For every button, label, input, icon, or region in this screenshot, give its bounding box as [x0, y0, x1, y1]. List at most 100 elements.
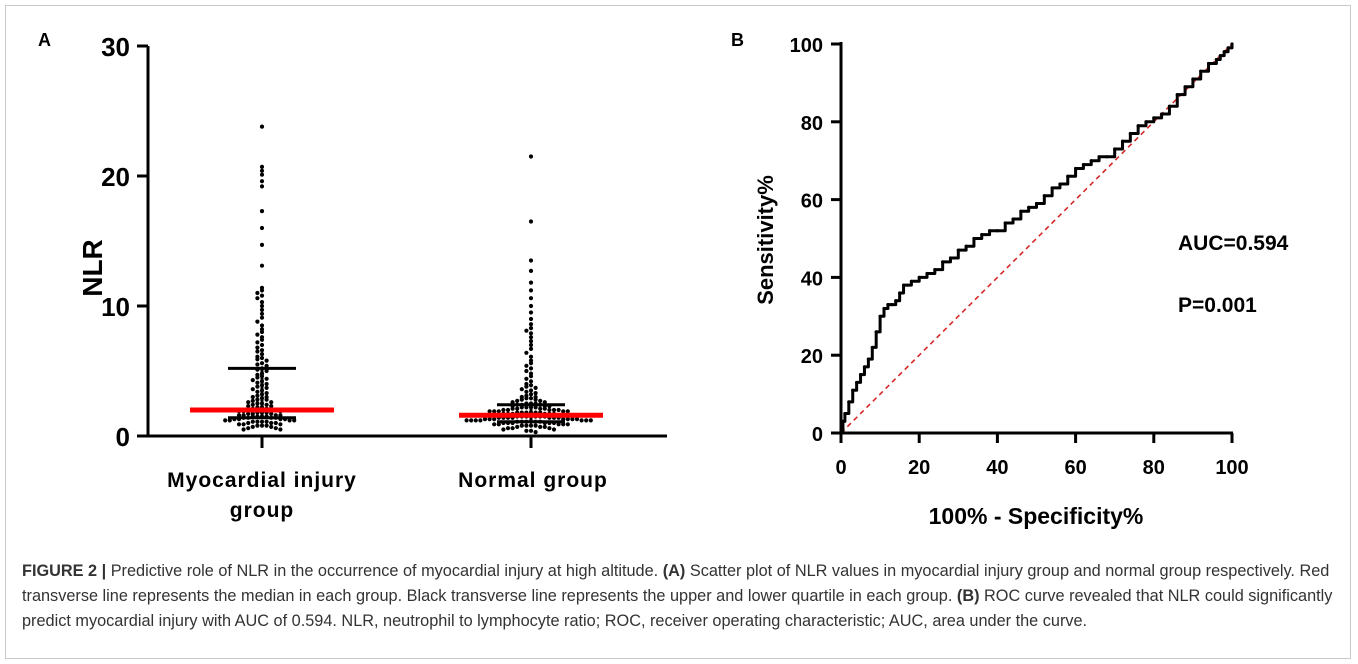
data-point: [528, 392, 534, 397]
data-point: [259, 300, 265, 305]
data-point: [250, 424, 255, 429]
panel-b-y-ticks: 0 20 40 60 80 100: [790, 35, 841, 446]
data-point: [533, 430, 538, 435]
data-point: [528, 366, 534, 371]
roc-point: [878, 314, 882, 318]
data-point: [524, 368, 529, 374]
roc-point: [909, 279, 913, 283]
y-tick-label: 10: [101, 292, 130, 322]
data-point: [528, 258, 534, 263]
data-point: [255, 296, 260, 301]
data-point: [496, 422, 501, 427]
roc-point: [870, 345, 874, 350]
data-point: [259, 179, 265, 184]
data-point: [259, 184, 265, 189]
data-point: [259, 355, 265, 361]
roc-point: [1105, 155, 1109, 159]
data-point: [505, 426, 511, 431]
data-point: [584, 418, 589, 423]
data-point: [528, 316, 534, 322]
roc-point: [987, 229, 992, 233]
data-point: [524, 328, 529, 333]
roc-point: [905, 283, 910, 287]
caption-a-marker: (A): [662, 562, 686, 580]
data-point: [519, 387, 524, 392]
y-tick-label: 20: [801, 346, 823, 368]
roc-point: [1214, 57, 1218, 62]
y-tick-label: 80: [801, 113, 823, 135]
x-tick-label: 0: [835, 457, 846, 479]
roc-point: [839, 431, 843, 435]
roc-point: [1050, 186, 1054, 190]
caption-b-text: ROC curve revealed that NLR could signif…: [22, 587, 1333, 630]
data-point: [528, 342, 534, 348]
panel-a-y-axis-label: NLR: [77, 239, 108, 297]
roc-point: [1152, 116, 1156, 120]
data-point: [259, 329, 265, 335]
panel-b: B Sensitivity% 100% - Specificity% 0 20 40…: [731, 30, 1289, 529]
data-point: [519, 423, 524, 428]
data-point: [528, 326, 534, 331]
data-point: [292, 418, 297, 423]
data-point: [264, 397, 269, 402]
roc-point: [1042, 194, 1046, 198]
data-point: [533, 391, 538, 396]
roc-point: [901, 283, 906, 287]
data-point: [519, 405, 524, 410]
figure-caption: FIGURE 2 | Predictive role of NLR in the…: [22, 559, 1338, 634]
data-point: [556, 422, 561, 427]
data-point: [236, 422, 242, 427]
roc-point: [933, 268, 937, 272]
y-tick-label: 40: [801, 268, 823, 290]
data-point: [528, 339, 534, 344]
data-point: [524, 405, 529, 410]
roc-point: [1113, 147, 1117, 151]
y-tick-label: 0: [812, 424, 823, 446]
data-point: [250, 398, 255, 403]
data-point: [250, 387, 255, 392]
data-point: [223, 418, 228, 423]
data-point: [482, 417, 488, 422]
data-point: [501, 407, 506, 413]
data-point: [528, 303, 534, 309]
data-point: [278, 413, 283, 418]
panel-b-x-axis-label: 100% - Specificity%: [929, 503, 1144, 529]
roc-point: [1074, 166, 1078, 171]
data-point: [561, 417, 566, 422]
data-point: [519, 397, 524, 402]
roc-point: [925, 271, 929, 276]
roc-point: [1058, 182, 1062, 186]
auc-annotation: AUC=0.594: [1178, 232, 1289, 255]
data-point: [278, 422, 283, 427]
roc-point: [1019, 209, 1023, 213]
data-point: [250, 394, 255, 400]
data-point: [259, 315, 265, 320]
y-tick-label: 30: [101, 32, 130, 62]
data-point: [551, 407, 557, 413]
data-point: [565, 422, 570, 427]
reference-diagonal: [840, 43, 1233, 434]
roc-point: [1066, 174, 1070, 178]
data-point: [259, 225, 265, 231]
x-tick-label: 100: [1215, 457, 1248, 479]
data-point: [473, 418, 478, 423]
data-point: [496, 409, 501, 414]
data-point: [255, 345, 260, 350]
roc-point: [1175, 92, 1179, 97]
data-point: [561, 409, 566, 414]
data-point: [227, 418, 232, 423]
roc-point: [964, 244, 968, 248]
data-point: [255, 397, 260, 402]
data-point: [259, 288, 265, 293]
data-point: [269, 420, 274, 426]
roc-point: [1097, 155, 1101, 159]
roc-point: [1206, 61, 1211, 66]
data-point: [264, 385, 269, 390]
data-point: [533, 397, 538, 402]
roc-point: [1136, 124, 1140, 128]
panel-a-summary-lines: [190, 366, 603, 424]
data-point: [528, 388, 534, 393]
data-point: [241, 422, 246, 427]
data-point: [255, 375, 260, 380]
data-point: [259, 263, 265, 268]
